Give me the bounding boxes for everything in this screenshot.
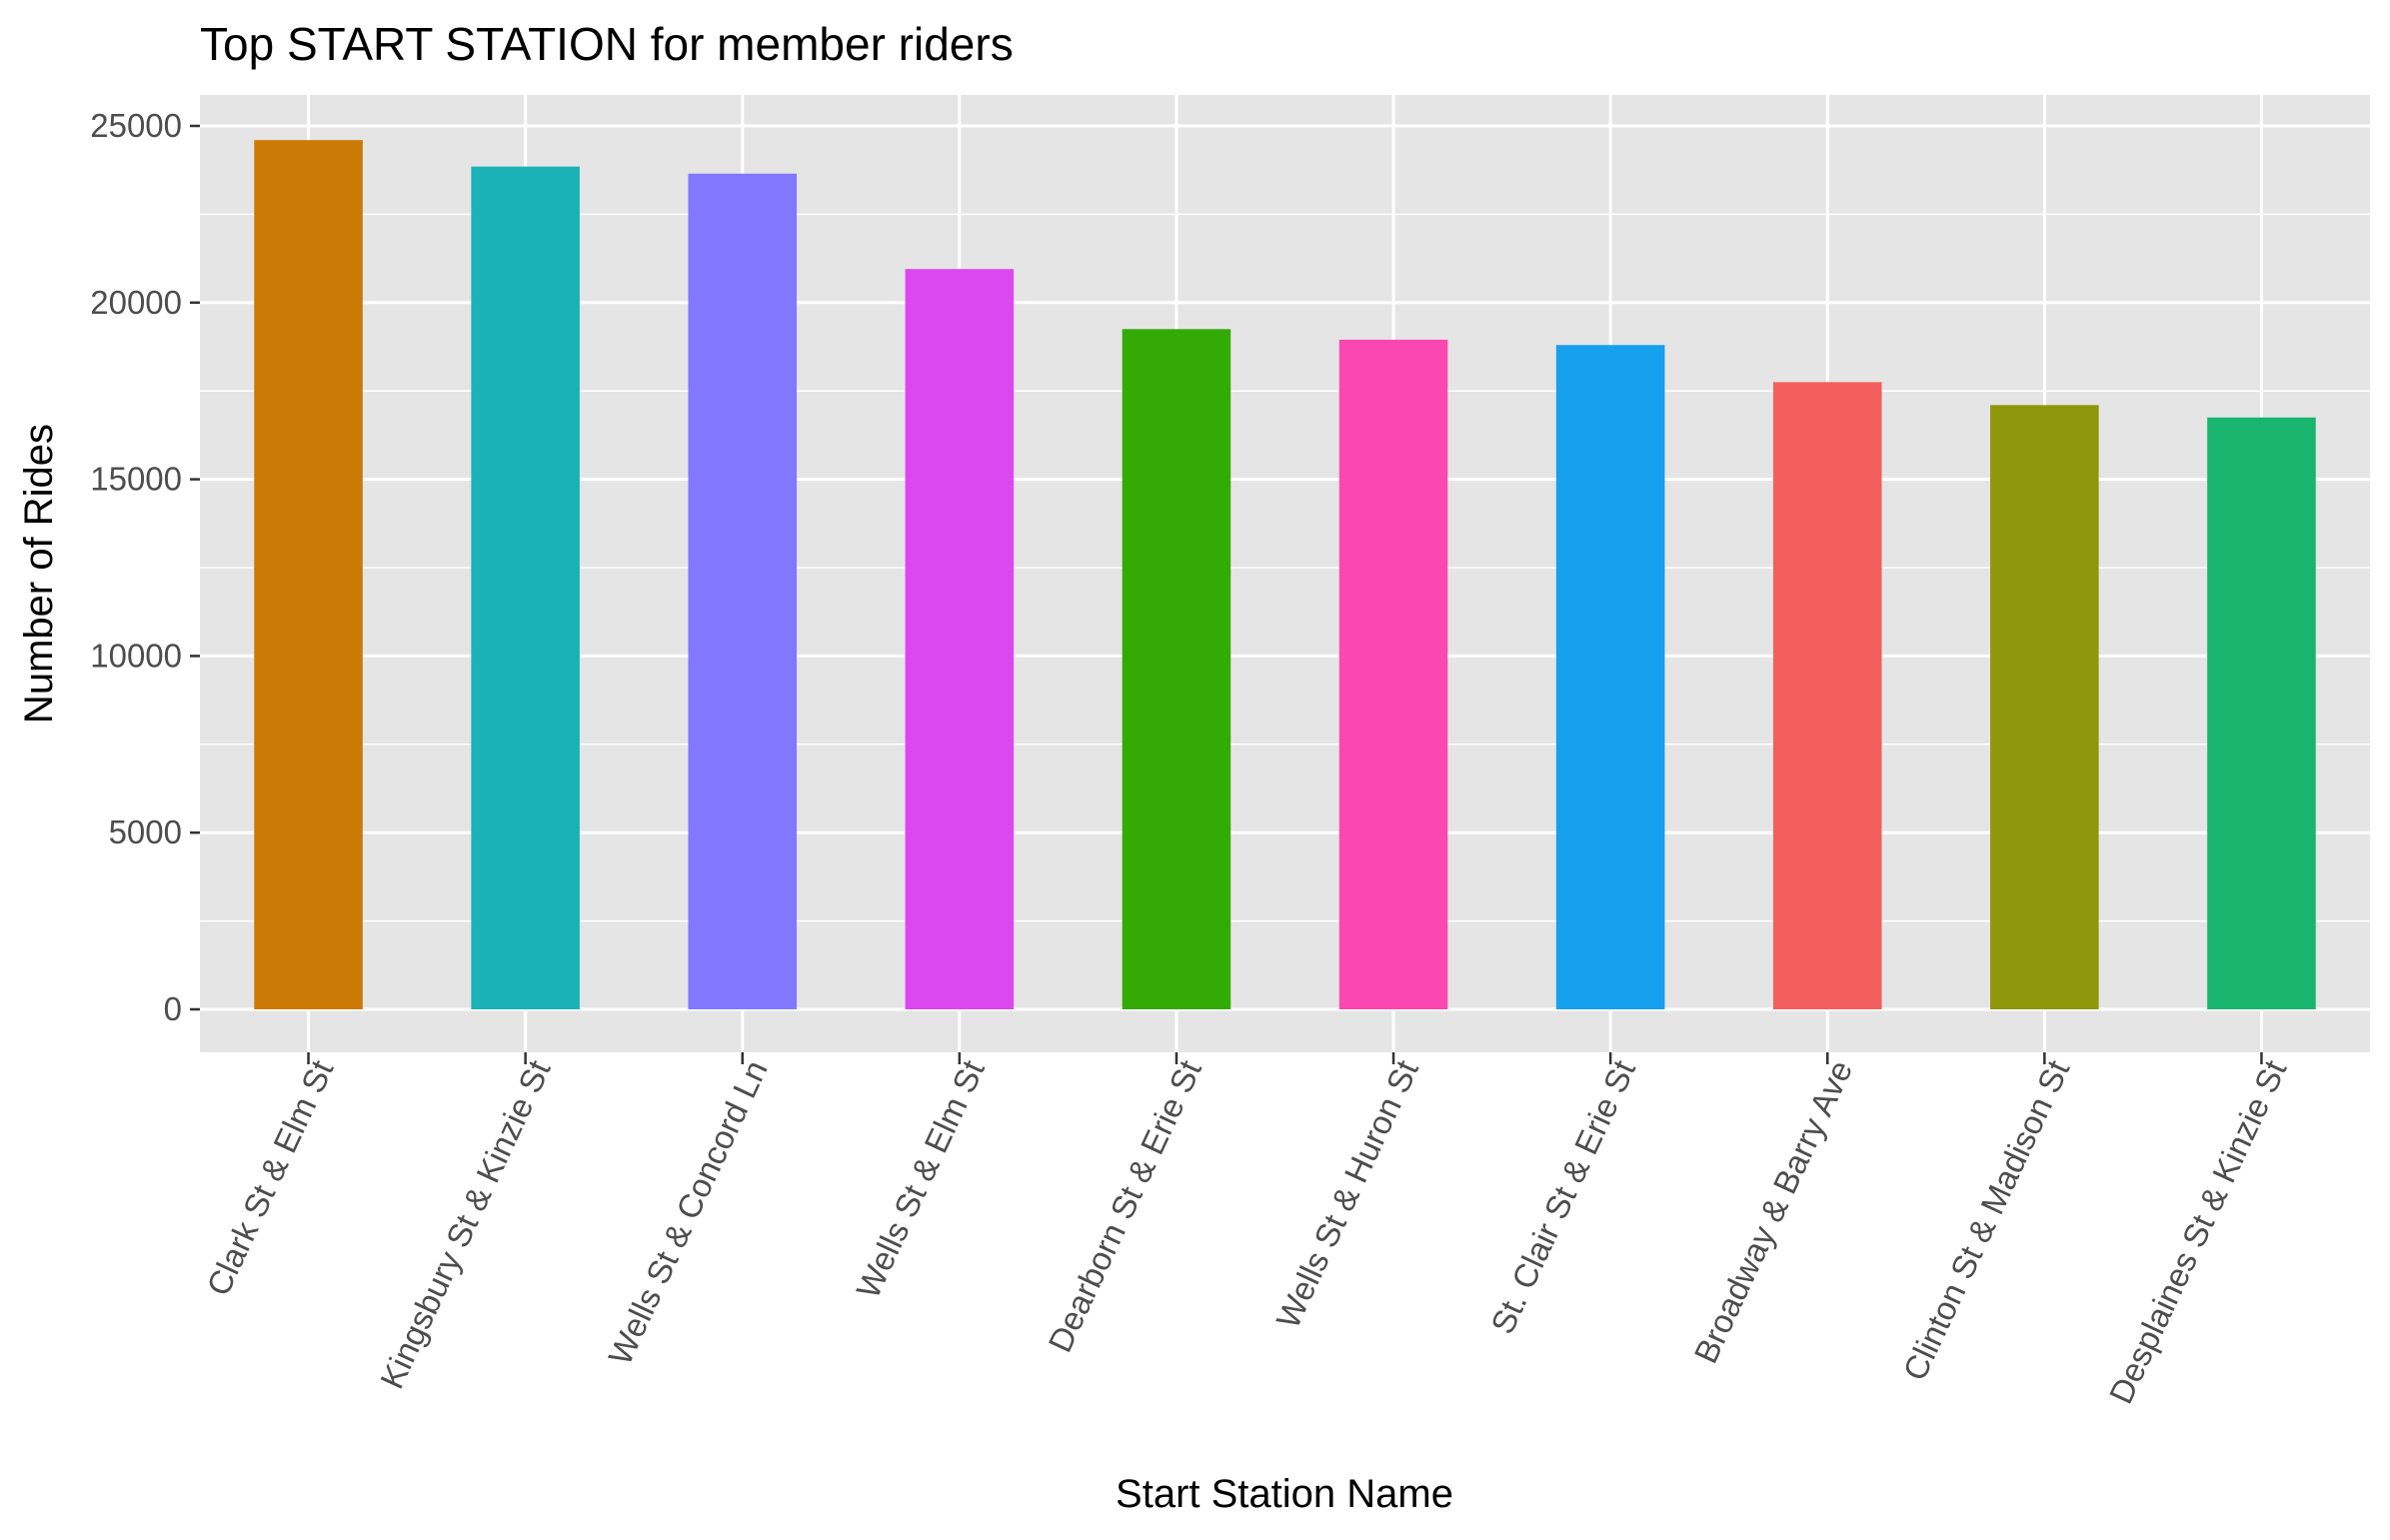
x-axis: Clark St & Elm St Kingsbury St & Kinzie S… bbox=[199, 1052, 2293, 1409]
bars bbox=[254, 140, 2316, 1010]
bar bbox=[1772, 382, 1882, 1009]
y-axis-title: Number of Rides bbox=[17, 424, 61, 724]
bar bbox=[2207, 417, 2316, 1010]
y-tick-label: 5000 bbox=[109, 813, 182, 850]
bar bbox=[254, 140, 363, 1010]
x-tick-label: Clinton St & Madison St bbox=[1895, 1054, 2076, 1385]
x-tick-label: Wells St & Elm St bbox=[849, 1054, 992, 1303]
x-tick-label: St. Clair St & Erie St bbox=[1483, 1054, 1642, 1339]
bar bbox=[1122, 329, 1231, 1009]
y-tick-label: 25000 bbox=[90, 107, 182, 144]
x-tick-label: Wells St & Concord Ln bbox=[601, 1054, 775, 1370]
x-tick-label: Kingsbury St & Kinzie St bbox=[373, 1054, 558, 1394]
y-tick-label: 10000 bbox=[90, 637, 182, 674]
y-tick-label: 0 bbox=[164, 990, 182, 1027]
bar bbox=[1555, 345, 1665, 1009]
y-tick-label: 15000 bbox=[90, 461, 182, 498]
bar bbox=[1990, 405, 2099, 1009]
x-tick-label: Dearborn St & Erie St bbox=[1041, 1054, 1208, 1357]
x-tick-label: Desplaines St & Kinzie St bbox=[2102, 1054, 2294, 1409]
bar bbox=[905, 269, 1015, 1009]
chart-title: Top START STATION for member riders bbox=[200, 18, 1014, 70]
x-tick-label: Broadway & Barry Ave bbox=[1686, 1054, 1859, 1368]
x-axis-title: Start Station Name bbox=[1116, 1472, 1453, 1516]
bar bbox=[1338, 339, 1448, 1010]
x-tick-label: Clark St & Elm St bbox=[199, 1054, 340, 1301]
y-tick-label: 20000 bbox=[90, 284, 182, 321]
x-tick-label: Wells St & Huron St bbox=[1268, 1054, 1425, 1333]
y-axis: 0 5000 10000 15000 20000 25000 bbox=[90, 107, 200, 1027]
bar bbox=[471, 166, 580, 1009]
bar bbox=[688, 173, 798, 1010]
